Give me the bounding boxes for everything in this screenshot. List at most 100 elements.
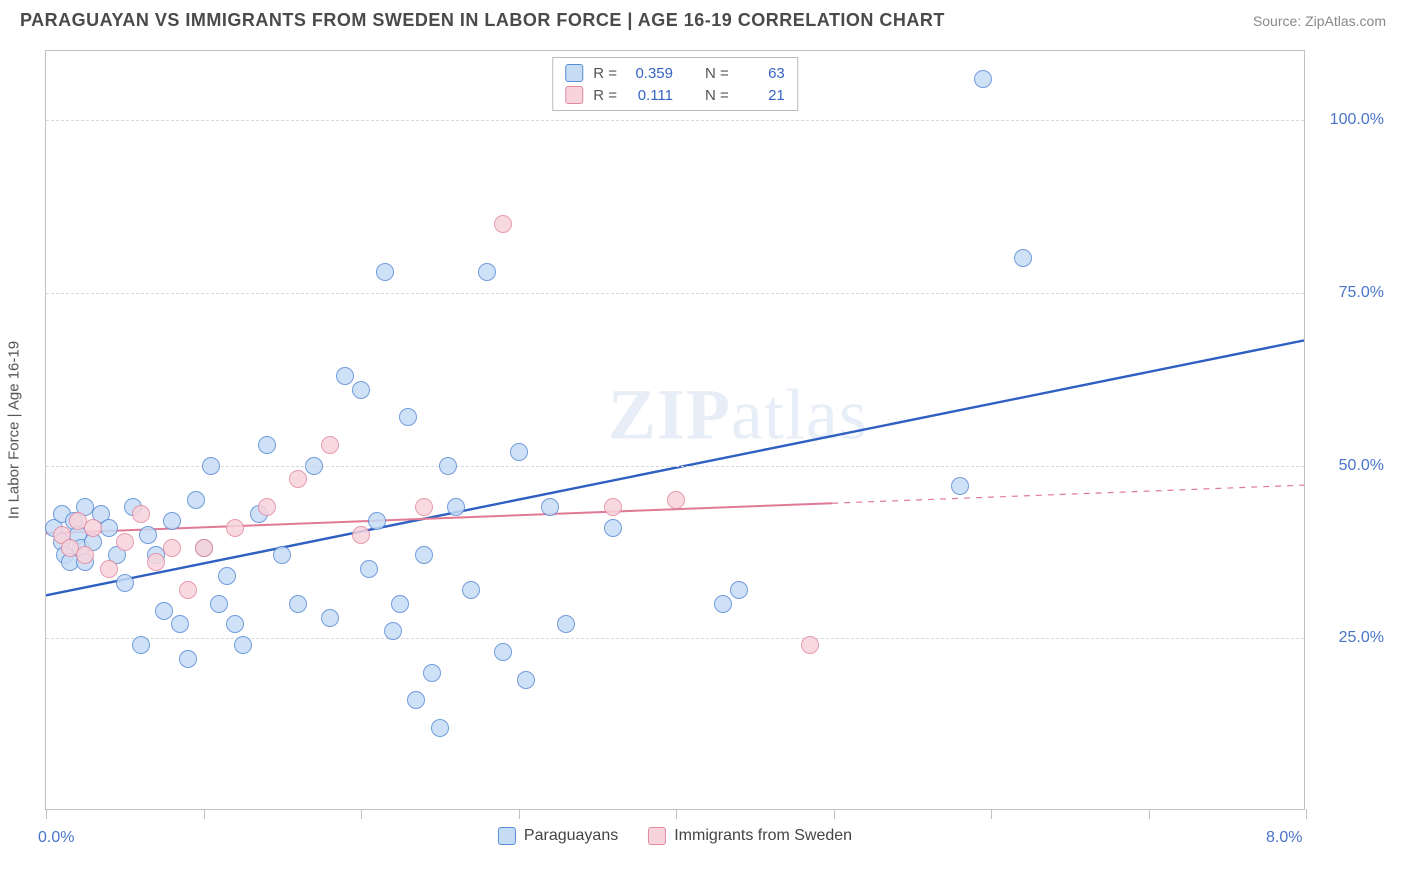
scatter-point bbox=[116, 574, 134, 592]
scatter-point bbox=[423, 664, 441, 682]
scatter-point bbox=[132, 636, 150, 654]
scatter-point bbox=[76, 546, 94, 564]
scatter-point bbox=[399, 408, 417, 426]
scatter-point bbox=[360, 560, 378, 578]
scatter-point bbox=[730, 581, 748, 599]
scatter-point bbox=[321, 609, 339, 627]
scatter-point bbox=[171, 615, 189, 633]
swatch-legend-2 bbox=[648, 827, 666, 845]
swatch-series-1 bbox=[565, 64, 583, 82]
x-tick bbox=[991, 809, 992, 819]
scatter-point bbox=[210, 595, 228, 613]
scatter-point bbox=[667, 491, 685, 509]
swatch-series-2 bbox=[565, 86, 583, 104]
scatter-point bbox=[462, 581, 480, 599]
scatter-point bbox=[258, 498, 276, 516]
scatter-point bbox=[84, 519, 102, 537]
chart-title: PARAGUAYAN VS IMMIGRANTS FROM SWEDEN IN … bbox=[20, 10, 945, 31]
x-tick bbox=[834, 809, 835, 819]
scatter-point bbox=[951, 477, 969, 495]
x-tick bbox=[1306, 809, 1307, 819]
legend-stats-row-1: R = 0.359 N = 63 bbox=[565, 62, 785, 84]
scatter-point bbox=[305, 457, 323, 475]
x-tick bbox=[204, 809, 205, 819]
scatter-point bbox=[179, 581, 197, 599]
scatter-point bbox=[163, 539, 181, 557]
chart-area: ZIPatlas In Labor Force | Age 16-19 R = … bbox=[45, 50, 1305, 810]
scatter-point bbox=[517, 671, 535, 689]
legend-label-1: Paraguayans bbox=[524, 827, 618, 845]
legend-series: Paraguayans Immigrants from Sweden bbox=[498, 827, 852, 845]
scatter-point bbox=[187, 491, 205, 509]
x-tick bbox=[519, 809, 520, 819]
scatter-point bbox=[478, 263, 496, 281]
scatter-point bbox=[384, 622, 402, 640]
y-axis-label: In Labor Force | Age 16-19 bbox=[6, 341, 23, 519]
scatter-point bbox=[195, 539, 213, 557]
n-label-1: N = bbox=[705, 65, 729, 82]
scatter-point bbox=[391, 595, 409, 613]
scatter-point bbox=[226, 615, 244, 633]
source-label: Source: ZipAtlas.com bbox=[1253, 13, 1386, 29]
scatter-point bbox=[179, 650, 197, 668]
scatter-point bbox=[147, 553, 165, 571]
scatter-point bbox=[541, 498, 559, 516]
n-value-1: 63 bbox=[739, 65, 785, 82]
scatter-point bbox=[510, 443, 528, 461]
scatter-point bbox=[415, 546, 433, 564]
scatter-point bbox=[604, 498, 622, 516]
n-value-2: 21 bbox=[739, 87, 785, 104]
scatter-point bbox=[155, 602, 173, 620]
y-tick-label: 100.0% bbox=[1314, 111, 1384, 129]
scatter-point bbox=[557, 615, 575, 633]
scatter-point bbox=[352, 381, 370, 399]
scatter-point bbox=[289, 595, 307, 613]
scatter-point bbox=[415, 498, 433, 516]
legend-item-2: Immigrants from Sweden bbox=[648, 827, 852, 845]
scatter-point bbox=[352, 526, 370, 544]
scatter-point bbox=[604, 519, 622, 537]
scatter-point bbox=[447, 498, 465, 516]
y-tick-label: 50.0% bbox=[1314, 457, 1384, 475]
scatter-point bbox=[376, 263, 394, 281]
gridline bbox=[46, 293, 1304, 294]
scatter-point bbox=[163, 512, 181, 530]
legend-stats: R = 0.359 N = 63 R = 0.111 N = 21 bbox=[552, 57, 798, 111]
n-label-2: N = bbox=[705, 87, 729, 104]
scatter-point bbox=[234, 636, 252, 654]
legend-item-1: Paraguayans bbox=[498, 827, 618, 845]
x-tick-label: 8.0% bbox=[1266, 829, 1302, 847]
gridline bbox=[46, 466, 1304, 467]
scatter-point bbox=[431, 719, 449, 737]
scatter-point bbox=[100, 519, 118, 537]
scatter-point bbox=[714, 595, 732, 613]
scatter-point bbox=[289, 470, 307, 488]
trend-lines bbox=[46, 51, 1304, 809]
scatter-point bbox=[226, 519, 244, 537]
scatter-point bbox=[139, 526, 157, 544]
legend-stats-row-2: R = 0.111 N = 21 bbox=[565, 84, 785, 106]
x-tick bbox=[361, 809, 362, 819]
scatter-point bbox=[801, 636, 819, 654]
r-value-1: 0.359 bbox=[627, 65, 673, 82]
scatter-point bbox=[273, 546, 291, 564]
scatter-point bbox=[132, 505, 150, 523]
r-label-2: R = bbox=[593, 87, 617, 104]
scatter-point bbox=[116, 533, 134, 551]
scatter-point bbox=[218, 567, 236, 585]
scatter-point bbox=[321, 436, 339, 454]
scatter-point bbox=[494, 215, 512, 233]
scatter-point bbox=[1014, 249, 1032, 267]
scatter-point bbox=[494, 643, 512, 661]
x-tick bbox=[1149, 809, 1150, 819]
scatter-point bbox=[336, 367, 354, 385]
x-tick bbox=[46, 809, 47, 819]
swatch-legend-1 bbox=[498, 827, 516, 845]
scatter-point bbox=[439, 457, 457, 475]
r-label-1: R = bbox=[593, 65, 617, 82]
scatter-point bbox=[202, 457, 220, 475]
scatter-point bbox=[368, 512, 386, 530]
watermark: ZIPatlas bbox=[608, 373, 868, 456]
legend-label-2: Immigrants from Sweden bbox=[674, 827, 852, 845]
scatter-point bbox=[407, 691, 425, 709]
